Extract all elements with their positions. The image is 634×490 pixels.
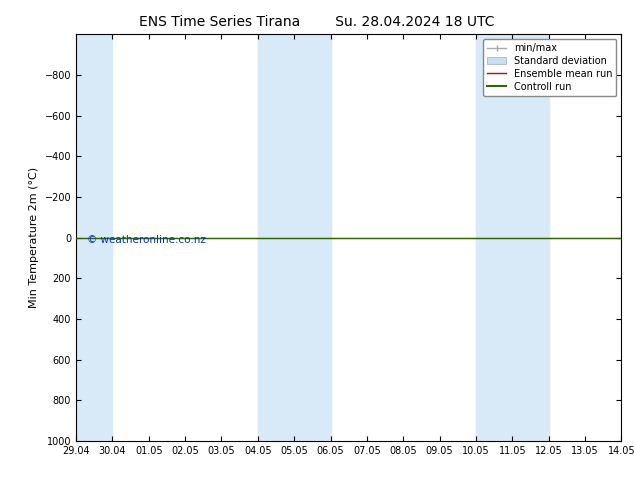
Bar [294, 34, 330, 441]
Y-axis label: Min Temperature 2m (°C): Min Temperature 2m (°C) [29, 167, 39, 308]
Bar [76, 34, 112, 441]
Text: © weatheronline.co.nz: © weatheronline.co.nz [87, 235, 206, 245]
Legend: min/max, Standard deviation, Ensemble mean run, Controll run: min/max, Standard deviation, Ensemble me… [483, 39, 616, 96]
Bar [258, 34, 294, 441]
Bar [476, 34, 512, 441]
Text: ENS Time Series Tirana        Su. 28.04.2024 18 UTC: ENS Time Series Tirana Su. 28.04.2024 18… [139, 15, 495, 29]
Bar [512, 34, 548, 441]
